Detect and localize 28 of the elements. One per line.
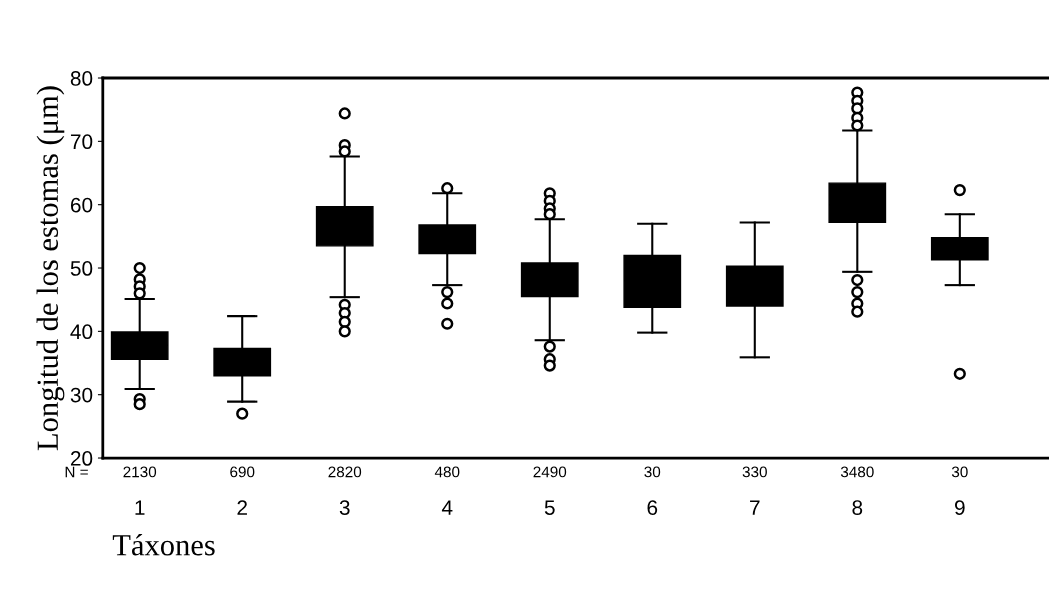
y-tick-label: 50 [70, 261, 93, 276]
text: 690 [230, 466, 255, 478]
y-tick-label: 20 [70, 451, 93, 466]
y-tick-label: 40 [70, 324, 93, 340]
text: 2820 [328, 466, 362, 478]
text: 2490 [533, 466, 567, 478]
y-tick-label: 70 [70, 134, 93, 150]
y-tick-label: 80 [70, 71, 93, 86]
x-tick-label: 2 [237, 500, 247, 515]
y-axis-title: Longitud de los estomas (μm) [36, 86, 65, 451]
x-tick-label: 8 [852, 500, 863, 515]
x-tick-label: 9 [955, 500, 965, 515]
text: 2130 [123, 466, 157, 478]
x-tick-label: 3 [339, 500, 350, 515]
text: 30 [951, 466, 968, 478]
text: N = [65, 466, 88, 478]
x-tick-label: 7 [750, 500, 760, 515]
x-axis-title: Táxones [112, 533, 215, 556]
text: 30 [644, 466, 661, 478]
x-tick-label: 5 [544, 500, 555, 515]
x-tick-label: 6 [647, 500, 658, 515]
x-tick-label: 1 [135, 500, 145, 515]
text: 480 [434, 466, 460, 478]
text: 330 [742, 466, 767, 478]
y-tick-label: 30 [70, 387, 93, 403]
x-tick-label: 4 [441, 500, 453, 515]
text: 3480 [840, 466, 874, 478]
y-tick-label: 60 [70, 197, 93, 213]
